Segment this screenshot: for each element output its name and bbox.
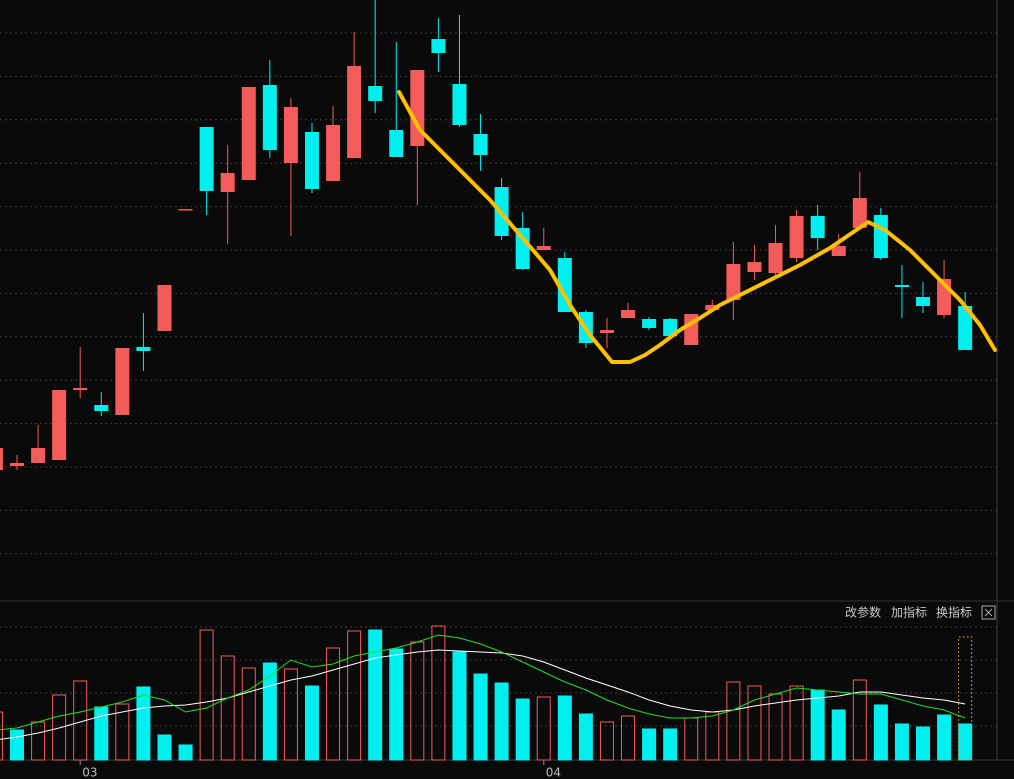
volume-bar [810,689,825,761]
volume-bar [578,713,593,761]
candle-body [663,319,678,336]
candle-body [810,216,825,238]
candle-body [536,246,551,250]
volume-bar [115,703,130,761]
marks: 03 04 [0,0,973,779]
candle-body [726,264,741,300]
volume-bar [52,694,67,761]
candle-body [178,209,193,211]
candle-body [262,85,277,150]
candle-body [136,347,151,351]
candle-body [894,285,909,287]
candle-body [52,390,67,460]
candle-body [916,297,931,306]
volume-bar [431,625,446,761]
volume-bar [0,711,3,761]
volume-bar [283,668,298,761]
volume-bar [368,629,383,761]
button[interactable]: 换指标 [936,605,972,620]
volume-bar [642,728,657,761]
volume-bar [621,715,636,761]
volume-bar [31,721,46,761]
x-tick-label: 03 [82,766,97,779]
volume-ma-line [0,634,966,731]
volume-bar [873,704,888,761]
candle-body [115,348,130,415]
volume-bar [515,698,530,761]
candle-body [642,319,657,328]
candle-body [368,86,383,101]
volume-bar [894,723,909,761]
volume-bar [220,655,235,761]
candle-body [31,448,46,463]
candle-body [326,125,341,181]
volume-bar [937,714,952,761]
volume-bar [473,673,488,761]
candle-body [831,246,846,256]
volume-bar [831,709,846,761]
button[interactable]: 改参数 [845,605,881,620]
volume-ma-line [0,649,966,740]
candle-body [199,127,214,191]
candle-body [94,405,109,411]
candle-body [10,463,24,466]
candle-body [389,130,404,157]
volume-bar [326,647,341,761]
volume-bar [916,726,931,761]
candle-body [304,132,319,189]
candle-body [789,216,804,258]
volume-bar [684,717,699,761]
candle-body [747,262,762,272]
volume-bar [157,734,172,761]
candle-body [452,84,467,125]
volume-bar [599,721,614,761]
candle-body [283,107,298,163]
trend-drawing [397,90,997,364]
candle-body [220,173,235,192]
volume-bar [10,729,24,761]
candle-body [0,448,3,470]
volume-bar [557,695,572,761]
volume-bar [178,744,193,761]
volume-bar [726,681,741,761]
button[interactable]: 加指标 [891,605,927,620]
volume-bar [452,651,467,761]
candle-body [473,134,488,155]
candle-body [705,305,720,310]
volume-bar [136,686,151,761]
volume-bar [747,685,762,761]
candle-body [347,66,362,158]
candle-body [768,243,783,273]
candle-body [599,330,614,333]
volume-bar [852,679,867,761]
volume-bar [304,685,319,761]
volume-bar [241,667,256,761]
close-button[interactable] [981,605,996,620]
candle-body [73,388,88,390]
volume-bar [494,682,509,761]
candle-body [958,306,973,350]
x-tick-label: 04 [546,766,561,779]
volume-bar [663,728,678,761]
grid [0,32,997,727]
candle-body [157,285,172,331]
volume-bar [389,648,404,761]
candle-body [873,215,888,258]
volume-bar [958,723,973,761]
candle-body [515,228,530,269]
volume-bar [789,685,804,761]
volume-bar [536,696,551,761]
candle-body [852,198,867,228]
volume-bar [199,629,214,761]
candle-body [410,70,425,146]
candle-body [241,87,256,180]
candle-body [621,310,636,318]
candle-body [431,39,446,53]
volume-bar [262,662,277,761]
volume-bar [705,711,720,761]
volume-bar [347,630,362,761]
